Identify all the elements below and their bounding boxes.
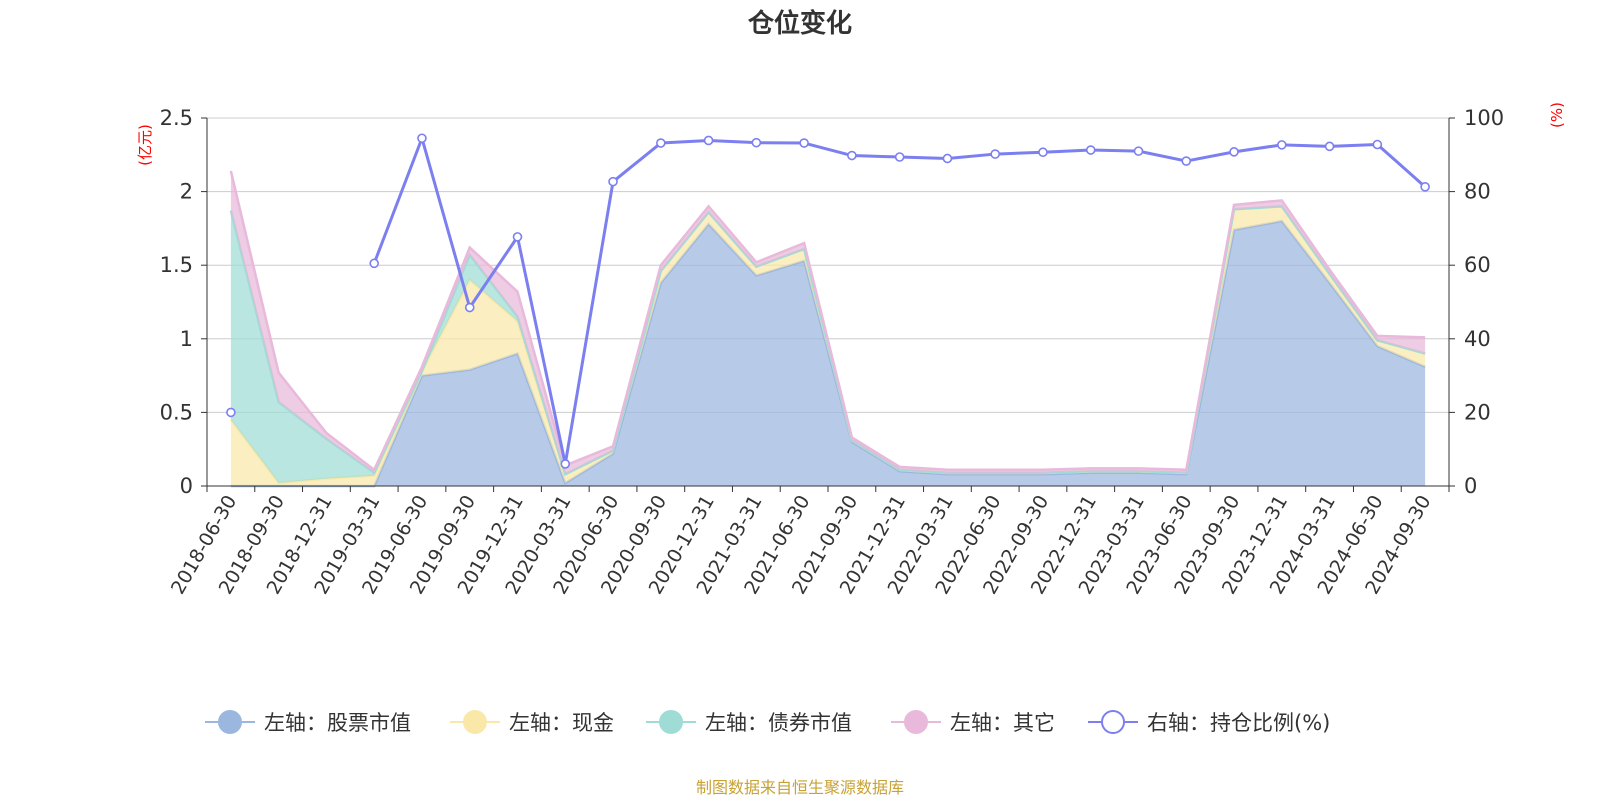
data-source-note: 制图数据来自恒生聚源数据库 bbox=[696, 778, 904, 797]
position-ratio-point bbox=[1324, 141, 1335, 152]
legend-marker-other bbox=[904, 710, 928, 734]
legend-marker-cash bbox=[463, 710, 487, 734]
position-ratio-point bbox=[656, 138, 666, 148]
position-ratio-point bbox=[894, 152, 905, 162]
legend-marker-position-ratio bbox=[1101, 710, 1125, 734]
legend-marker-stock-value bbox=[218, 710, 242, 734]
legend-label-cash: 左轴：现金 bbox=[509, 711, 614, 735]
position-ratio-point bbox=[1277, 140, 1287, 150]
line-series-group bbox=[226, 133, 1430, 469]
position-ratio-point bbox=[751, 137, 762, 148]
area-edge-stock-value bbox=[230, 219, 1426, 488]
chart-title: 仓位变化 bbox=[747, 8, 852, 39]
left-axis-tick-label: 2 bbox=[180, 180, 193, 204]
left-axis-unit: (亿元) bbox=[136, 124, 154, 166]
position-ratio-point bbox=[464, 302, 475, 313]
left-axis-tick-label: 0 bbox=[180, 474, 193, 498]
position-ratio-point bbox=[942, 153, 953, 164]
left-axis-tick-label: 1.5 bbox=[160, 253, 193, 277]
legend-marker-bond-value bbox=[659, 710, 683, 734]
position-ratio-point bbox=[369, 258, 379, 269]
legend-label-position-ratio: 右轴：持仓比例(%) bbox=[1147, 711, 1330, 735]
position-ratio-point bbox=[847, 150, 857, 161]
position-ratio-point bbox=[560, 459, 571, 469]
position-ratio-point bbox=[1085, 145, 1096, 155]
position-ratio-point bbox=[1038, 147, 1048, 158]
right-axis-tick-label: 80 bbox=[1464, 180, 1491, 204]
position-ratio-point bbox=[417, 133, 427, 144]
left-axis-tick-label: 2.5 bbox=[160, 106, 193, 130]
right-axis-tick-label: 0 bbox=[1464, 474, 1477, 498]
right-axis-tick-label: 20 bbox=[1464, 400, 1491, 424]
right-axis-tick-label: 100 bbox=[1464, 106, 1504, 130]
area-series-group bbox=[229, 170, 1426, 488]
position-ratio-point bbox=[512, 232, 523, 242]
right-axis-unit: (%) bbox=[1548, 102, 1566, 128]
position-ratio-point bbox=[990, 149, 1000, 159]
right-axis-tick-label: 40 bbox=[1464, 327, 1491, 351]
position-ratio-point bbox=[608, 176, 618, 187]
position-ratio-point bbox=[799, 138, 809, 148]
legend-label-other: 左轴：其它 bbox=[950, 711, 1055, 735]
legend-label-stock-value: 左轴：股票市值 bbox=[264, 711, 411, 735]
position-ratio-point bbox=[1181, 156, 1192, 166]
position-ratio-point bbox=[1420, 182, 1430, 192]
left-axis-tick-label: 1 bbox=[180, 327, 193, 351]
left-axis-tick-label: 0.5 bbox=[160, 400, 193, 424]
position-ratio-point bbox=[703, 135, 714, 146]
legend-label-bond-value: 左轴：债券市值 bbox=[705, 711, 852, 735]
position-ratio-point bbox=[1133, 146, 1144, 156]
position-ratio-point bbox=[1372, 139, 1383, 150]
position-ratio-point bbox=[226, 407, 236, 418]
area-edge-other bbox=[229, 170, 1426, 472]
legend: 左轴：股票市值 左轴：现金 左轴：债券市值 左轴：其它 右轴：持仓比例(%) bbox=[205, 710, 1330, 735]
right-axis-tick-label: 60 bbox=[1464, 253, 1491, 277]
position-ratio-point bbox=[1229, 147, 1239, 157]
